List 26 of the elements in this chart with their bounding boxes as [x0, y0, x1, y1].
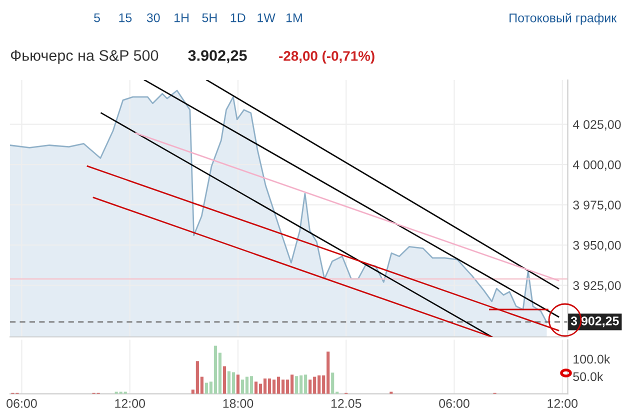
y-tick-label: 100.0k	[574, 354, 610, 364]
y-tick-label: 50.0k	[573, 372, 604, 382]
text: 1D	[230, 13, 246, 22]
x-tick-label: 12.05	[331, 399, 362, 408]
x-tick-label: 18:00	[223, 399, 254, 408]
text: 30	[146, 13, 160, 22]
text: 1M	[286, 13, 302, 22]
y-tick-label: 3 950,00	[573, 240, 621, 252]
y-tick-label: 4 000,00	[572, 160, 621, 171]
x-tick-label: 06:00	[6, 399, 37, 408]
chart-title: Фьючерс на S&P 500	[10, 50, 158, 64]
text: 15	[119, 13, 132, 22]
text: 3.902,25	[188, 50, 247, 64]
text: 5	[94, 13, 100, 22]
x-tick-label: 06:00	[439, 399, 470, 408]
y-tick-label: 4 025,00	[572, 120, 621, 130]
text: 5H	[202, 13, 217, 22]
x-tick-label: 12:00	[115, 399, 146, 408]
x-tick-label: 12:00	[548, 399, 578, 408]
text: 1H	[174, 13, 189, 22]
text: Потоковый график	[510, 12, 617, 25]
y-tick-label: 3 925,00	[573, 281, 621, 292]
text: -28,00 (-0,71%)	[279, 50, 374, 64]
y-tick-label: 3 975,00	[573, 200, 621, 211]
text: 1W	[258, 13, 276, 22]
ref-line-label: 3 902,25	[570, 316, 619, 328]
